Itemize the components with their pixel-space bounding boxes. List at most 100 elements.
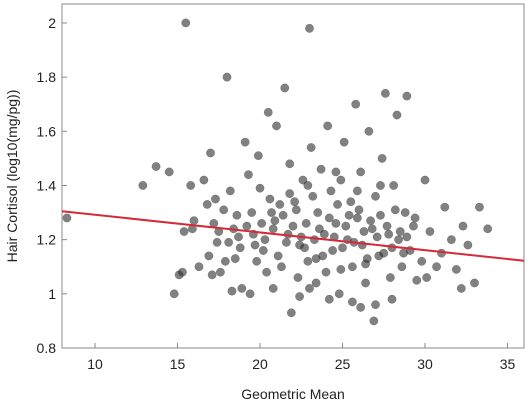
y-tick-label: 1.4 <box>37 177 57 193</box>
scatter-point <box>399 248 408 258</box>
x-tick-label: 10 <box>87 356 103 372</box>
scatter-point <box>293 273 303 283</box>
scatter-point <box>389 181 399 190</box>
scatter-point <box>369 316 379 326</box>
scatter-point <box>323 121 333 131</box>
scatter-point <box>225 186 235 196</box>
scatter-point <box>397 262 407 272</box>
scatter-point <box>371 300 380 310</box>
scatter-point <box>267 208 276 218</box>
scatter-point <box>258 246 268 255</box>
scatter-point <box>385 273 395 283</box>
scatter-point <box>194 262 204 272</box>
scatter-point <box>199 175 209 185</box>
scatter-point <box>356 167 366 177</box>
scatter-point <box>204 251 214 261</box>
scatter-point <box>280 83 290 93</box>
scatter-point <box>250 240 260 250</box>
scatter-point <box>242 221 252 231</box>
scatter-point <box>290 197 300 207</box>
scatter-point <box>278 210 288 220</box>
scatter-point <box>324 294 334 304</box>
scatter-point <box>253 151 263 161</box>
scatter-point <box>277 262 286 272</box>
scatter-point <box>300 243 309 253</box>
scatter-point <box>268 283 278 293</box>
scatter-point <box>390 205 400 215</box>
scatter-point <box>333 199 342 209</box>
scatter-point <box>291 205 301 215</box>
scatter-point <box>227 286 237 296</box>
scatter-point <box>245 289 255 299</box>
y-tick-label: 1 <box>48 286 56 302</box>
y-tick-label: 2 <box>48 15 56 31</box>
scatter-point <box>202 199 212 209</box>
scatter-point <box>220 256 230 266</box>
plot-area-frame <box>61 3 525 349</box>
scatter-point <box>224 237 234 247</box>
scatter-point <box>456 283 466 293</box>
scatter-point <box>425 227 435 236</box>
scatter-point <box>354 205 364 215</box>
scatter-point <box>338 243 347 253</box>
scatter-point <box>367 224 377 234</box>
scatter-point <box>458 221 468 231</box>
scatter-point <box>420 175 430 185</box>
scatter-point <box>417 256 427 266</box>
scatter-point <box>273 251 283 261</box>
x-tick-label: 30 <box>417 356 433 372</box>
scatter-point <box>361 259 371 269</box>
x-axis-title: Geometric Mean <box>241 386 344 402</box>
scatter-point <box>310 235 319 245</box>
scatter-point <box>451 264 461 274</box>
scatter-point <box>178 267 187 277</box>
scatter-point <box>308 191 318 201</box>
scatter-point <box>336 264 346 274</box>
scatter-point <box>285 159 295 169</box>
scatter-point <box>62 213 72 223</box>
scatter-point <box>151 162 161 171</box>
scatter-point <box>189 216 199 226</box>
scatter-point <box>331 218 341 228</box>
scatter-point <box>164 167 174 177</box>
scatter-point <box>339 137 349 147</box>
scatter-point <box>346 197 356 207</box>
scatter-point <box>352 186 362 196</box>
scatter-point <box>255 183 265 193</box>
scatter-point <box>272 121 281 131</box>
scatter-point <box>303 256 313 266</box>
x-tick-label: 25 <box>335 356 351 372</box>
scatter-point <box>356 302 366 312</box>
scatter-point <box>331 167 341 177</box>
scatter-point <box>314 224 324 234</box>
x-axis-ticks: 10 15 20 25 30 35 <box>87 343 515 372</box>
scatter-point <box>262 267 272 277</box>
scatter-point <box>232 210 242 220</box>
scatter-point <box>219 205 229 215</box>
scatter-point <box>402 91 412 101</box>
x-tick-label: 15 <box>170 356 186 372</box>
scatter-point <box>281 237 291 247</box>
scatter-point <box>263 107 273 117</box>
scatter-point <box>336 175 346 185</box>
scatter-point <box>361 278 371 288</box>
trend-line-group <box>61 210 525 262</box>
scatter-point <box>257 218 267 228</box>
x-tick-label: 20 <box>252 356 268 372</box>
scatter-point <box>376 210 385 220</box>
scatter-point <box>324 213 334 223</box>
scatter-point <box>222 72 232 82</box>
scatter-point <box>235 243 245 253</box>
scatter-point <box>402 232 412 242</box>
scatter-point <box>347 262 357 272</box>
y-tick-label: 1.6 <box>37 123 57 139</box>
scatter-point <box>379 248 389 258</box>
scatter-point <box>463 240 473 250</box>
y-axis-title: Hair Cortisol (log10(mg/pg)) <box>4 90 20 263</box>
scatter-point <box>138 181 148 190</box>
scatter-point <box>364 126 374 136</box>
scatter-point <box>275 199 285 209</box>
scatter-point <box>328 246 338 255</box>
scatter-point <box>382 221 392 231</box>
